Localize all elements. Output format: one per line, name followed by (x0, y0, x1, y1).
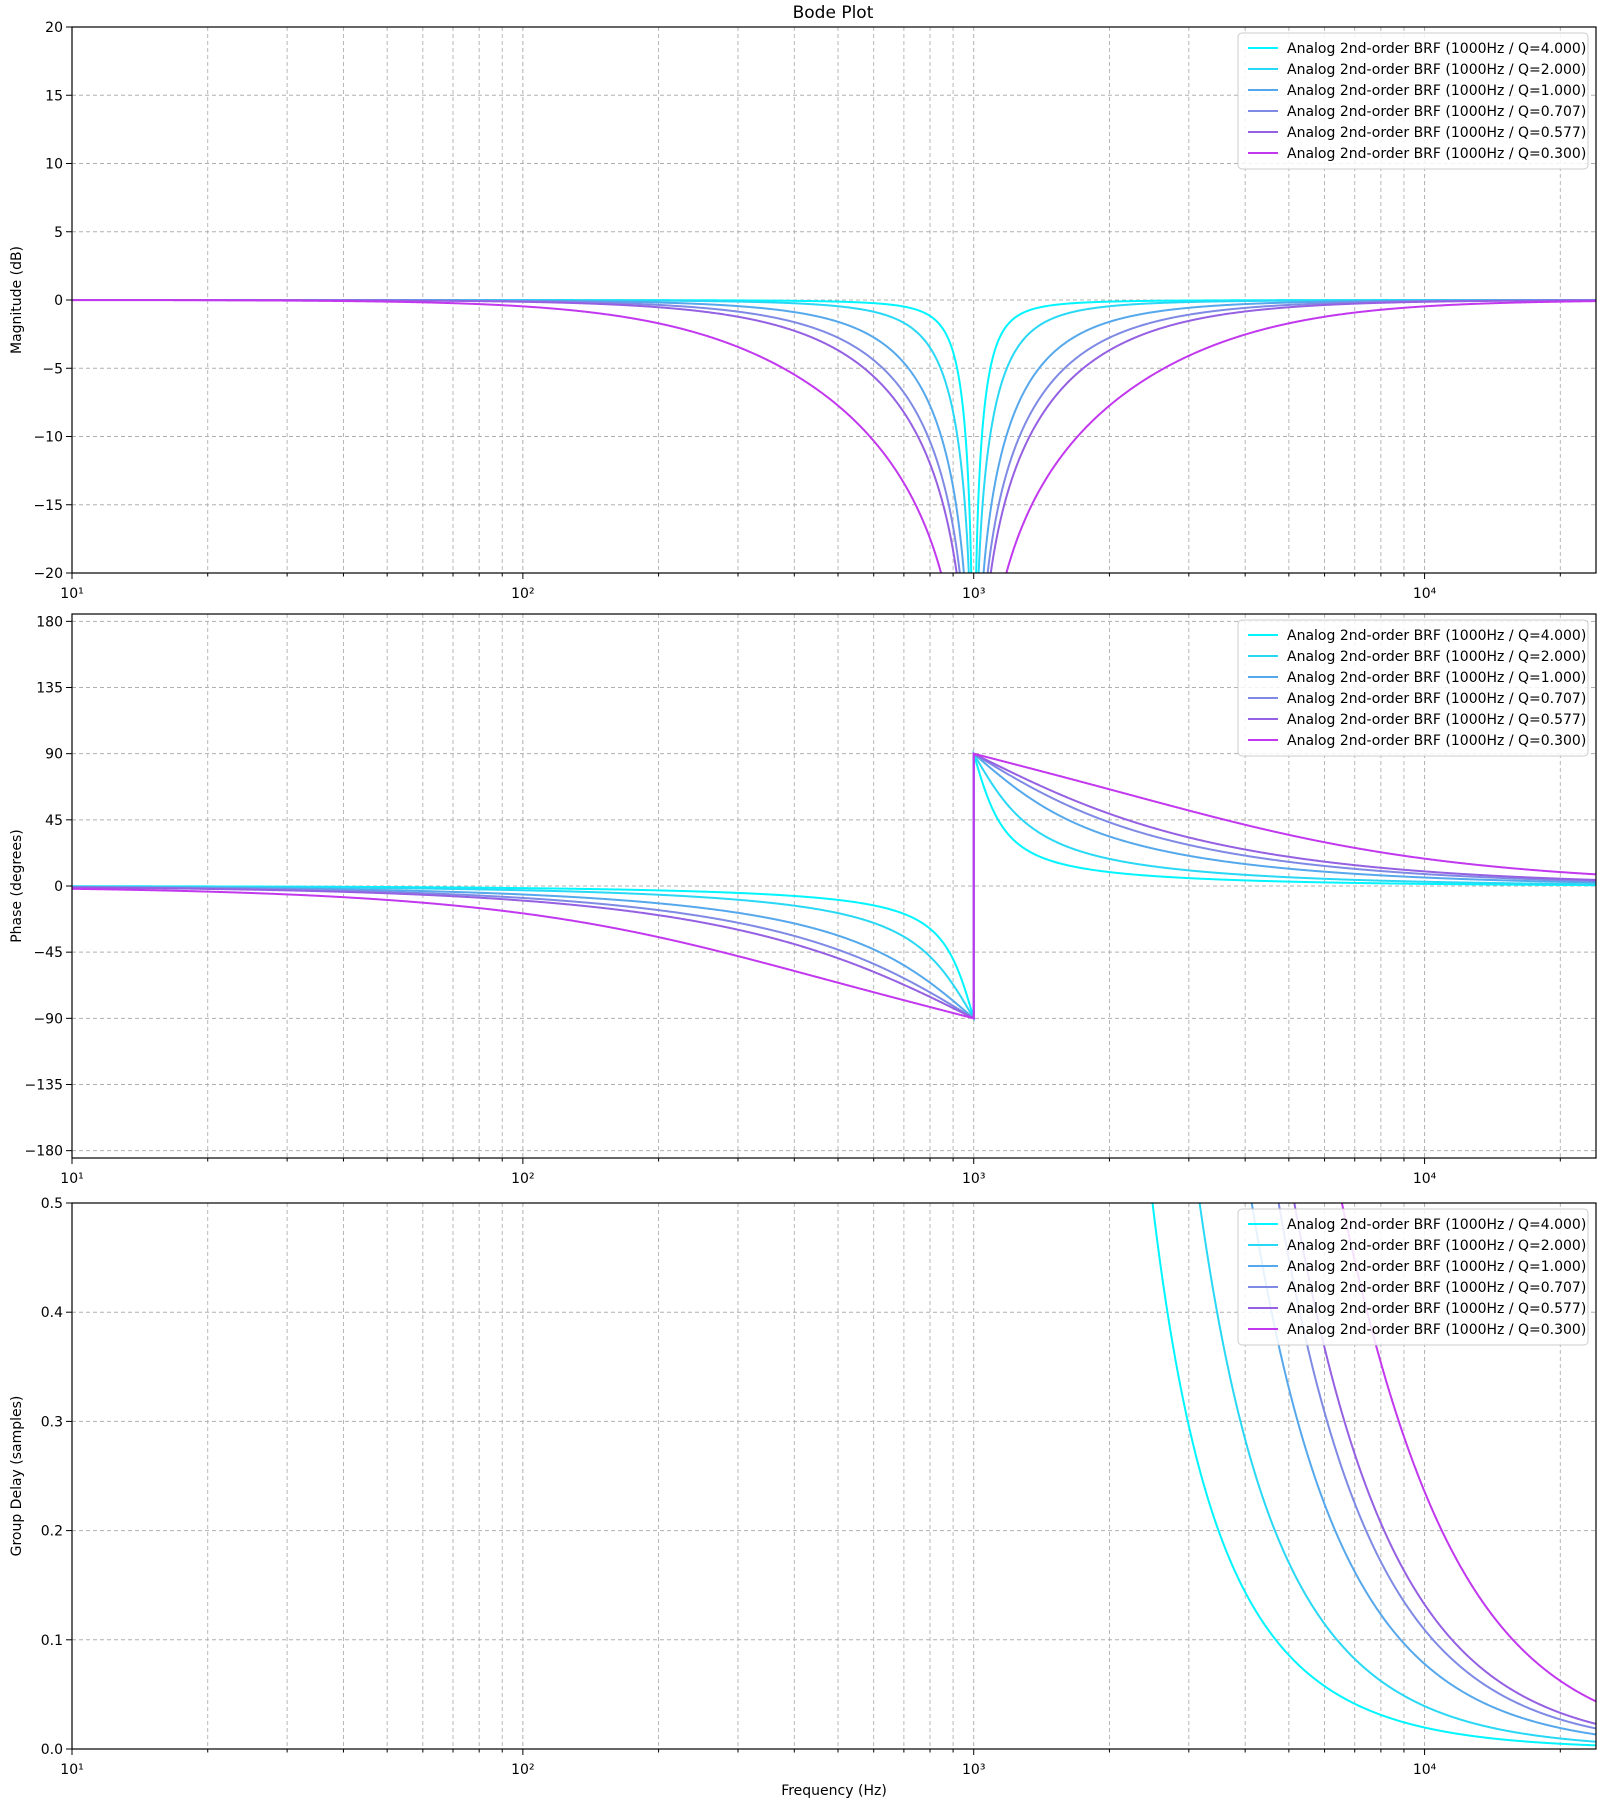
series-lines (72, 299, 1596, 573)
legend: Analog 2nd-order BRF (1000Hz / Q=4.000) A… (1237, 1208, 1589, 1346)
legend-label: Analog 2nd-order BRF (1000Hz / Q=0.300) (1287, 733, 1586, 749)
subplot-phase: −180 −135 −90 −45 0 45 90 135 180 10¹ 10² 10³ 10⁴ Pha… (9, 613, 1597, 1187)
legend: Analog 2nd-order BRF (1000Hz / Q=4.000) A… (1237, 619, 1589, 757)
series-line-q2 (1198, 1203, 1596, 1743)
y-tick-label: 0 (54, 879, 63, 895)
legend-label: Analog 2nd-order BRF (1000Hz / Q=0.577) (1287, 1301, 1586, 1317)
y-tick-label: 0.0 (41, 1742, 63, 1758)
x-axis-label: Frequency (Hz) (781, 1783, 887, 1799)
legend-label: Analog 2nd-order BRF (1000Hz / Q=4.000) (1287, 1217, 1586, 1233)
x-tick-label: 10¹ (60, 1762, 83, 1778)
legend-label: Analog 2nd-order BRF (1000Hz / Q=0.577) (1287, 712, 1586, 728)
legend-label: Analog 2nd-order BRF (1000Hz / Q=2.000) (1287, 1238, 1586, 1254)
x-tick-label: 10⁴ (1413, 586, 1437, 602)
legend-label: Analog 2nd-order BRF (1000Hz / Q=0.577) (1287, 125, 1586, 141)
x-tick-label: 10³ (962, 1171, 985, 1187)
legend-label: Analog 2nd-order BRF (1000Hz / Q=2.000) (1287, 62, 1586, 78)
legend-label: Analog 2nd-order BRF (1000Hz / Q=0.300) (1287, 146, 1586, 162)
legend-label: Analog 2nd-order BRF (1000Hz / Q=1.000) (1287, 1259, 1586, 1275)
y-tick-label: 45 (45, 813, 63, 829)
y-tick-label: 0.3 (41, 1414, 63, 1430)
series-line-q0_577 (1293, 1203, 1596, 1725)
legend-label: Analog 2nd-order BRF (1000Hz / Q=0.707) (1287, 691, 1586, 707)
y-axis-label: Group Delay (samples) (9, 1396, 25, 1557)
y-tick-label: 15 (45, 88, 63, 104)
y-axis-label: Magnitude (dB) (9, 246, 25, 354)
y-tick-label: −15 (33, 498, 63, 514)
series-line-q4 (1151, 1203, 1596, 1747)
legend-label: Analog 2nd-order BRF (1000Hz / Q=0.707) (1287, 1280, 1586, 1296)
y-tick-label: 135 (36, 681, 63, 697)
y-tick-label: 20 (45, 20, 63, 36)
x-tick-label: 10² (511, 586, 534, 602)
y-tick-label: −5 (42, 361, 63, 377)
legend-frame (1237, 32, 1589, 170)
x-tick-label: 10⁴ (1413, 1762, 1437, 1778)
x-tick-label: 10³ (962, 586, 985, 602)
y-tick-label: −20 (33, 566, 63, 582)
y-tick-label: −10 (33, 430, 63, 446)
series-line-q0_577 (72, 752, 1596, 1020)
y-tick-label: 0.5 (41, 1196, 63, 1212)
y-tick-label: −180 (25, 1144, 63, 1160)
series-line-q1 (1250, 1203, 1596, 1736)
y-tick-label: 0.4 (41, 1305, 63, 1321)
legend: Analog 2nd-order BRF (1000Hz / Q=4.000) A… (1237, 32, 1589, 170)
subplots: −20 −15 −10 −5 0 5 10 15 20 10¹ 10² 10³ 10⁴ Magnitude… (9, 20, 1597, 1799)
legend-label: Analog 2nd-order BRF (1000Hz / Q=0.300) (1287, 1322, 1586, 1338)
legend-label: Analog 2nd-order BRF (1000Hz / Q=1.000) (1287, 670, 1586, 686)
y-axis-label: Phase (degrees) (9, 829, 25, 943)
y-tick-label: −90 (33, 1011, 63, 1027)
y-tick-label: 5 (54, 225, 63, 241)
legend-frame (1237, 619, 1589, 757)
legend-label: Analog 2nd-order BRF (1000Hz / Q=0.707) (1287, 104, 1586, 120)
y-tick-label: −135 (25, 1077, 63, 1093)
x-tick-label: 10¹ (60, 1171, 83, 1187)
figure-title: Bode Plot (793, 3, 874, 23)
subplot-magnitude: −20 −15 −10 −5 0 5 10 15 20 10¹ 10² 10³ 10⁴ Magnitude… (9, 20, 1597, 602)
series-lines (72, 749, 1596, 1022)
axes-frame (71, 26, 1597, 574)
series-line-q0_707 (1277, 1203, 1596, 1730)
series-line-q0_3 (72, 752, 1596, 1020)
x-tick-label: 10² (511, 1171, 534, 1187)
series-line-q1 (72, 751, 1596, 1020)
y-tick-label: 10 (45, 157, 63, 173)
y-tick-label: 180 (36, 614, 63, 630)
legend-label: Analog 2nd-order BRF (1000Hz / Q=1.000) (1287, 83, 1586, 99)
subplot-group_delay: 0.0 0.1 0.2 0.3 0.4 0.5 10¹ 10² 10³ 10⁴ Group Dela… (9, 1196, 1597, 1799)
y-tick-label: 90 (45, 747, 63, 763)
x-tick-label: 10¹ (60, 586, 83, 602)
x-tick-label: 10³ (962, 1762, 985, 1778)
y-tick-label: 0 (54, 293, 63, 309)
legend-label: Analog 2nd-order BRF (1000Hz / Q=4.000) (1287, 628, 1586, 644)
axes-frame (71, 613, 1597, 1159)
series-line-q0_3 (72, 299, 1596, 573)
legend-label: Analog 2nd-order BRF (1000Hz / Q=2.000) (1287, 649, 1586, 665)
axes-frame (71, 1202, 1597, 1750)
series-line-q2 (72, 749, 1596, 1022)
y-tick-label: −45 (33, 945, 63, 961)
y-tick-label: 0.2 (41, 1524, 63, 1540)
y-tick-label: 0.1 (41, 1633, 63, 1649)
legend-label: Analog 2nd-order BRF (1000Hz / Q=4.000) (1287, 41, 1586, 57)
x-tick-label: 10⁴ (1413, 1171, 1437, 1187)
x-tick-label: 10² (511, 1762, 534, 1778)
legend-frame (1237, 1208, 1589, 1346)
